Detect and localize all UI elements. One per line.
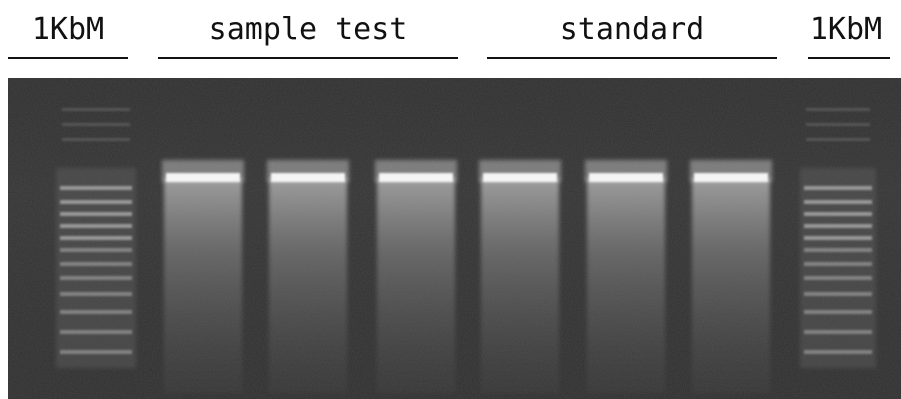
genomic-band bbox=[379, 173, 453, 182]
lane-smear bbox=[269, 178, 347, 393]
ladder-band bbox=[60, 224, 132, 228]
ladder-band bbox=[804, 350, 872, 354]
ladder-band bbox=[60, 236, 132, 240]
sample-test-underline bbox=[158, 57, 458, 59]
ladder-band bbox=[806, 138, 870, 141]
marker-left-label: 1KbM bbox=[31, 12, 105, 47]
ladder-band bbox=[804, 236, 872, 240]
lane-smear bbox=[377, 178, 455, 393]
ladder-band bbox=[60, 262, 132, 266]
gel-image bbox=[8, 78, 901, 399]
ladder-band bbox=[60, 200, 132, 204]
lane-smear bbox=[481, 178, 559, 393]
ladder-band bbox=[804, 224, 872, 228]
ladder-band bbox=[804, 330, 872, 334]
ladder-band bbox=[804, 248, 872, 252]
ladder-band bbox=[60, 186, 132, 190]
ladder-glow bbox=[800, 168, 876, 368]
ladder-band bbox=[60, 276, 132, 280]
sample-test-label: sample test bbox=[208, 12, 408, 47]
marker-right-underline bbox=[808, 57, 890, 59]
lane-2-sample bbox=[162, 160, 244, 393]
ladder-band bbox=[806, 108, 870, 111]
lane-header: 1KbM sample test standard 1KbM bbox=[0, 0, 901, 78]
ladder-band bbox=[62, 123, 130, 126]
ladder-band bbox=[804, 262, 872, 266]
ladder-band bbox=[60, 212, 132, 216]
ladder-band bbox=[804, 200, 872, 204]
ladder-band bbox=[804, 186, 872, 190]
lane-5-standard bbox=[479, 160, 561, 393]
ladder-band bbox=[60, 310, 132, 314]
lane-8-marker bbox=[800, 108, 876, 368]
ladder-glow bbox=[56, 168, 136, 368]
genomic-band bbox=[166, 173, 240, 182]
genomic-band bbox=[483, 173, 557, 182]
lane-smear bbox=[164, 178, 242, 393]
ladder-band bbox=[806, 123, 870, 126]
ladder-band bbox=[804, 292, 872, 296]
ladder-band bbox=[804, 212, 872, 216]
lane-smear bbox=[692, 178, 770, 393]
lane-1-marker bbox=[56, 108, 136, 368]
standard-underline bbox=[487, 57, 777, 59]
marker-right-label: 1KbM bbox=[809, 12, 883, 47]
ladder-band bbox=[60, 248, 132, 252]
genomic-band bbox=[589, 173, 663, 182]
ladder-band bbox=[60, 350, 132, 354]
ladder-band bbox=[60, 292, 132, 296]
lane-smear bbox=[587, 178, 665, 393]
genomic-band bbox=[694, 173, 768, 182]
ladder-band bbox=[60, 330, 132, 334]
standard-label: standard bbox=[559, 12, 705, 47]
lane-4-sample bbox=[375, 160, 457, 393]
ladder-band bbox=[62, 138, 130, 141]
marker-left-underline bbox=[8, 57, 128, 59]
lane-3-sample bbox=[267, 160, 349, 393]
lane-6-standard bbox=[585, 160, 667, 393]
ladder-band bbox=[62, 108, 130, 111]
ladder-band bbox=[804, 276, 872, 280]
lane-7-standard bbox=[690, 160, 772, 393]
gel-lanes bbox=[56, 108, 876, 393]
ladder-band bbox=[804, 310, 872, 314]
genomic-band bbox=[271, 173, 345, 182]
